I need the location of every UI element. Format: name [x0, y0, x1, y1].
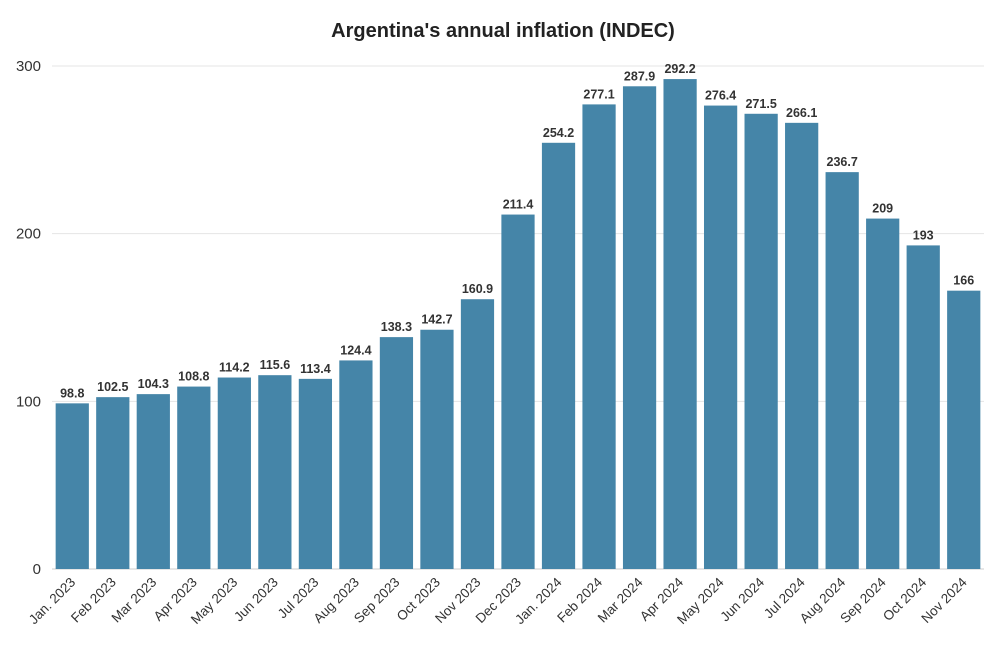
bar	[825, 172, 859, 569]
data-label: 102.5	[97, 380, 128, 394]
data-label: 236.7	[827, 155, 858, 169]
bar	[622, 86, 657, 570]
bar	[866, 218, 900, 569]
data-label: 277.1	[583, 87, 614, 101]
bar	[177, 386, 211, 569]
bar	[744, 113, 778, 569]
bar	[379, 337, 414, 569]
bar	[55, 403, 89, 569]
x-tick-label: Jun 2023	[231, 575, 281, 625]
x-tick-label: Jan. 2023	[26, 575, 79, 628]
bar	[906, 245, 940, 570]
data-label: 114.2	[219, 361, 250, 375]
bar	[136, 394, 170, 569]
bar	[96, 397, 130, 569]
y-tick-label: 200	[16, 226, 41, 243]
data-label: 254.2	[543, 126, 574, 140]
bar	[785, 122, 819, 570]
data-label: 104.3	[138, 377, 169, 391]
bar	[501, 214, 535, 569]
y-tick-label: 0	[33, 561, 41, 578]
y-tick-label: 300	[16, 58, 41, 75]
chart-title: Argentina's annual inflation (INDEC)	[331, 20, 675, 42]
data-label: 138.3	[381, 320, 412, 334]
bar	[947, 290, 981, 569]
data-label: 211.4	[503, 198, 534, 212]
data-label: 160.9	[462, 282, 493, 296]
data-label: 113.4	[300, 362, 331, 376]
data-label: 266.1	[786, 106, 817, 120]
x-tick-label: Mar 2023	[108, 575, 159, 626]
data-label: 142.7	[421, 313, 452, 327]
bar	[339, 360, 373, 569]
bar	[541, 142, 576, 570]
data-label: 276.4	[705, 89, 736, 103]
bar	[420, 329, 454, 569]
bar	[258, 375, 292, 569]
data-label: 108.8	[178, 370, 209, 384]
data-label: 287.9	[624, 69, 655, 83]
bar	[582, 104, 616, 570]
x-tick-label: Jun 2024	[717, 574, 767, 624]
data-label: 115.6	[260, 358, 291, 372]
y-tick-label: 100	[16, 393, 41, 410]
bar	[460, 299, 495, 569]
data-labels: 98.8 102.5 104.3 108.8 114.2 115.6 113.4 124.4 1…	[60, 62, 974, 400]
data-label: 124.4	[340, 343, 371, 357]
data-label: 193	[913, 228, 934, 242]
bars	[55, 79, 981, 570]
x-tick-label: Mar 2024	[595, 574, 646, 625]
bar	[663, 79, 697, 569]
bar	[703, 105, 738, 569]
data-label: 209	[872, 202, 893, 216]
data-label: 98.8	[60, 386, 84, 400]
data-label: 292.2	[664, 62, 695, 76]
data-label: 166	[953, 274, 974, 288]
bar	[217, 377, 251, 569]
data-label: 271.5	[745, 97, 776, 111]
y-axis-ticks: 0 100 200 300	[16, 58, 41, 578]
bar	[298, 378, 333, 569]
